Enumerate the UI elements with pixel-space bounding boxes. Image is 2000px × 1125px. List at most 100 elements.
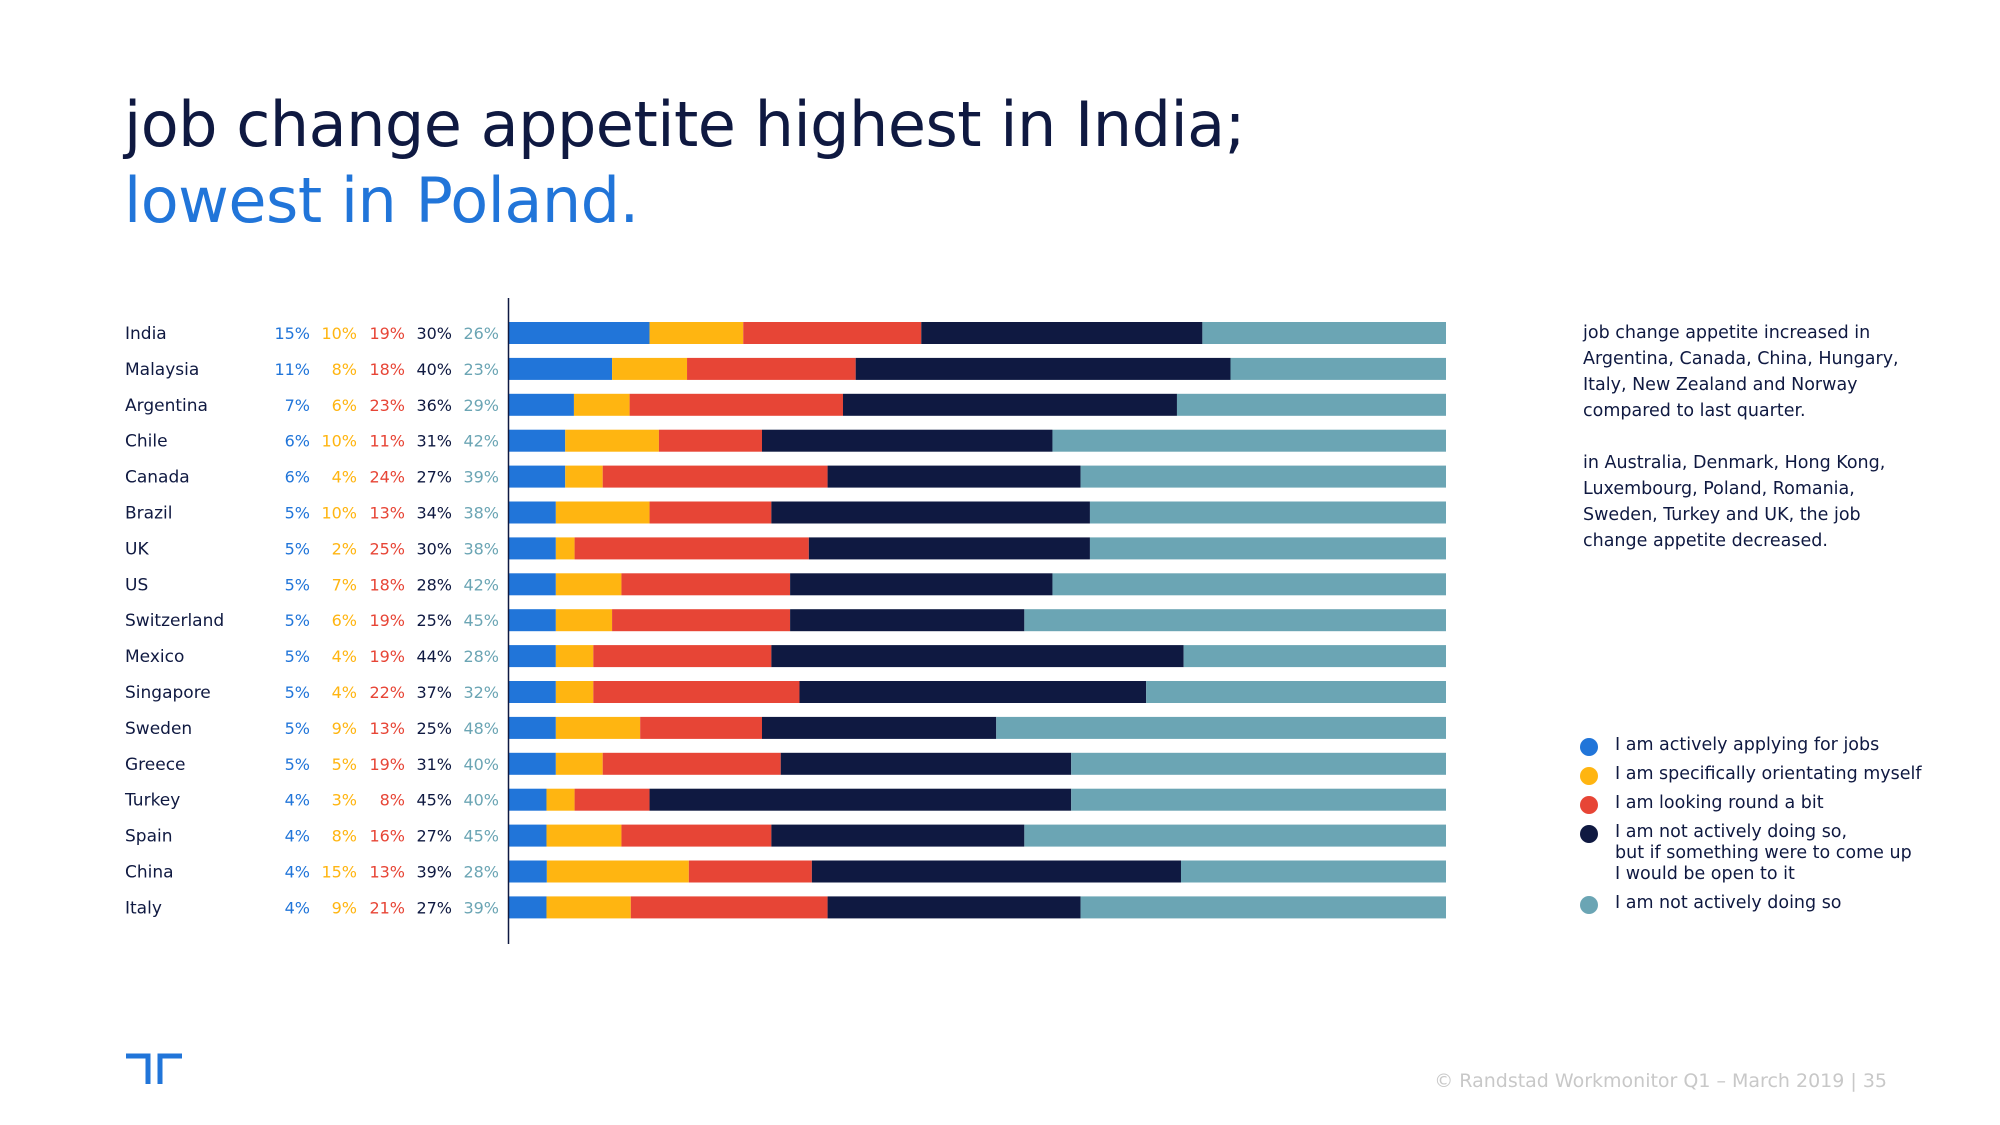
bar-segment-chile-5 xyxy=(1052,429,1446,452)
value-label-malaysia-5: 23% xyxy=(463,360,499,379)
legend-item-applying: I am actively applying for jobs xyxy=(1580,735,1970,756)
category-label-mexico: Mexico xyxy=(125,647,184,667)
bar-segment-mexico-4 xyxy=(771,645,1184,668)
category-label-turkey: Turkey xyxy=(124,791,180,811)
value-label-malaysia-4: 40% xyxy=(416,360,452,379)
bar-segment-malaysia-4 xyxy=(855,357,1231,380)
category-label-us: US xyxy=(125,575,148,595)
bar-segment-spain-2 xyxy=(546,824,622,847)
bar-segment-uk-3 xyxy=(574,537,809,560)
value-label-singapore-1: 5% xyxy=(285,683,310,702)
legend-dot-icon xyxy=(1580,796,1598,814)
bar-segment-sweden-5 xyxy=(996,716,1446,739)
bar-segment-india-2 xyxy=(649,322,744,344)
side-note-increase: job change appetite increased in Argenti… xyxy=(1583,323,1899,421)
value-label-brazil-1: 5% xyxy=(285,504,310,523)
category-label-switzerland: Switzerland xyxy=(125,611,224,631)
bar-segment-us-5 xyxy=(1052,573,1446,596)
bar-segment-malaysia-2 xyxy=(612,357,688,380)
bar-segment-us-1 xyxy=(509,573,556,596)
bar-segment-india-4 xyxy=(921,322,1203,344)
bar-segment-us-4 xyxy=(790,573,1053,596)
bar-segment-china-5 xyxy=(1180,860,1446,883)
value-label-china-3: 13% xyxy=(369,863,405,882)
bar-segment-china-2 xyxy=(546,860,689,883)
legend-label: I am specifically orientating myself xyxy=(1615,764,1922,784)
bar-segment-mexico-5 xyxy=(1183,645,1446,668)
bar-segment-mexico-3 xyxy=(593,645,772,668)
legend-dot-icon xyxy=(1580,767,1598,785)
value-label-spain-3: 16% xyxy=(369,827,405,846)
bar-segment-india-5 xyxy=(1202,322,1446,344)
value-label-brazil-5: 38% xyxy=(463,504,499,523)
value-label-india-4: 30% xyxy=(416,324,452,343)
bar-segment-greece-5 xyxy=(1071,752,1446,775)
value-label-us-2: 7% xyxy=(332,575,357,594)
value-label-malaysia-2: 8% xyxy=(332,360,357,379)
value-label-india-2: 10% xyxy=(321,324,357,343)
value-label-mexico-3: 19% xyxy=(369,647,405,666)
legend-label: I am looking round a bit xyxy=(1615,793,1824,813)
bar-segment-greece-4 xyxy=(780,752,1072,775)
bar-segment-brazil-1 xyxy=(509,501,556,524)
bar-segment-turkey-4 xyxy=(649,788,1072,811)
category-label-chile: Chile xyxy=(125,432,168,452)
legend-dot-icon xyxy=(1580,738,1598,756)
bar-segment-spain-1 xyxy=(509,824,547,847)
legend-item-looking-round: I am looking round a bit xyxy=(1580,793,1970,814)
value-label-turkey-4: 45% xyxy=(416,791,452,810)
bar-segment-brazil-5 xyxy=(1089,501,1446,524)
category-label-argentina: Argentina xyxy=(125,396,208,416)
value-label-us-3: 18% xyxy=(369,575,405,594)
bar-segment-uk-5 xyxy=(1089,537,1446,560)
value-label-singapore-3: 22% xyxy=(369,683,405,702)
value-label-uk-3: 25% xyxy=(369,539,405,558)
value-label-sweden-1: 5% xyxy=(285,719,310,738)
value-label-canada-1: 6% xyxy=(285,468,310,487)
value-label-greece-5: 40% xyxy=(463,755,499,774)
value-label-turkey-5: 40% xyxy=(463,791,499,810)
bar-segment-singapore-2 xyxy=(555,681,594,703)
side-note-decrease: in Australia, Denmark, Hong Kong, Luxemb… xyxy=(1583,453,1886,551)
bar-segment-singapore-3 xyxy=(593,681,800,703)
category-label-spain: Spain xyxy=(125,827,173,847)
value-label-chile-3: 11% xyxy=(369,432,405,451)
legend-item-open-to-it: I am not actively doing so, but if somet… xyxy=(1580,822,1970,885)
bar-segment-spain-3 xyxy=(621,824,772,847)
value-label-uk-2: 2% xyxy=(332,539,357,558)
value-label-chile-1: 6% xyxy=(285,432,310,451)
value-label-italy-5: 39% xyxy=(463,898,499,917)
value-label-canada-4: 27% xyxy=(416,468,452,487)
bar-segment-argentina-1 xyxy=(509,393,574,416)
bar-segment-chile-3 xyxy=(658,429,762,452)
value-label-turkey-1: 4% xyxy=(285,791,310,810)
bar-segment-argentina-2 xyxy=(573,393,630,416)
value-label-chile-4: 31% xyxy=(416,432,452,451)
value-label-india-3: 19% xyxy=(369,324,405,343)
category-label-brazil: Brazil xyxy=(125,504,172,524)
bar-segment-singapore-1 xyxy=(509,681,556,703)
value-label-switzerland-3: 19% xyxy=(369,611,405,630)
value-label-switzerland-2: 6% xyxy=(332,611,357,630)
bar-segment-turkey-5 xyxy=(1071,788,1446,811)
bar-segment-china-1 xyxy=(509,860,547,883)
bar-segment-mexico-1 xyxy=(509,645,556,668)
side-note: job change appetite increased in Argenti… xyxy=(1583,320,1923,580)
category-label-uk: UK xyxy=(125,539,149,559)
bar-segment-switzerland-5 xyxy=(1024,609,1446,632)
value-label-uk-4: 30% xyxy=(416,539,452,558)
value-label-argentina-4: 36% xyxy=(416,396,452,415)
bar-segment-uk-4 xyxy=(808,537,1090,560)
bar-segment-china-3 xyxy=(688,860,812,883)
bar-segment-argentina-4 xyxy=(842,393,1177,416)
legend-item-orientating: I am specifically orientating myself xyxy=(1580,764,1970,785)
bar-segment-canada-2 xyxy=(565,465,603,488)
bar-segment-brazil-4 xyxy=(771,501,1090,524)
value-label-sweden-2: 9% xyxy=(332,719,357,738)
value-label-canada-5: 39% xyxy=(463,468,499,487)
value-label-us-1: 5% xyxy=(285,575,310,594)
value-label-spain-2: 8% xyxy=(332,827,357,846)
category-label-italy: Italy xyxy=(125,898,162,918)
value-label-spain-4: 27% xyxy=(416,827,452,846)
bar-segment-switzerland-4 xyxy=(790,609,1025,632)
